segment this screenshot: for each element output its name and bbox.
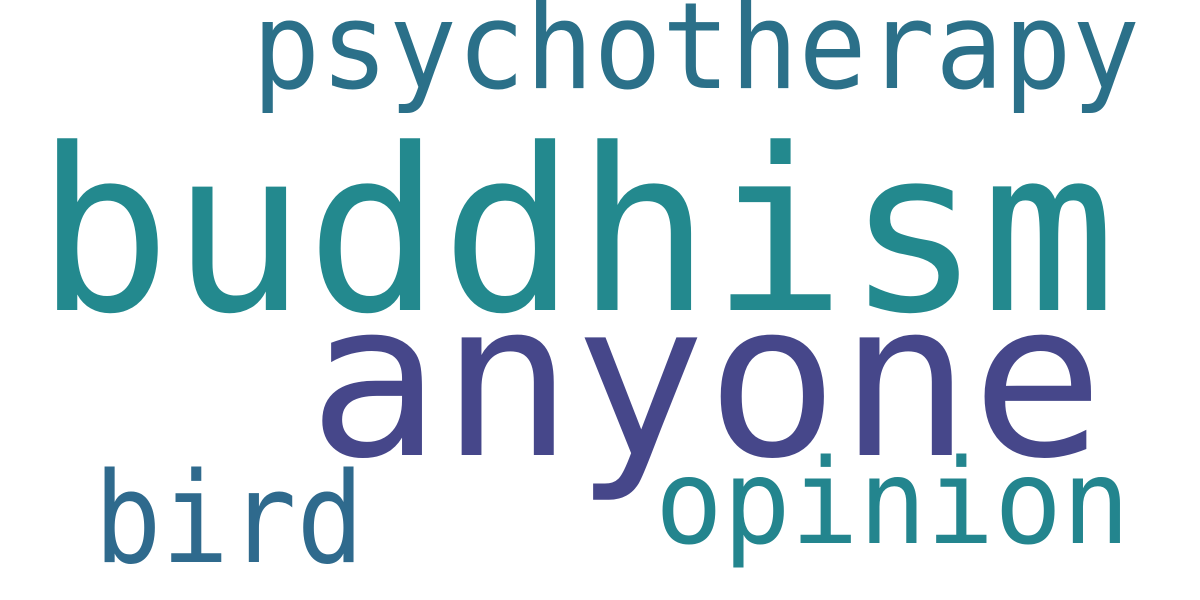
word-buddhism: buddhism (36, 101, 1116, 364)
word-bird: bird (94, 445, 364, 592)
word-anyone: anyone (308, 255, 1104, 506)
word-opinion: opinion (655, 433, 1130, 571)
word-psychotherapy: psychotherapy (252, 0, 1140, 117)
